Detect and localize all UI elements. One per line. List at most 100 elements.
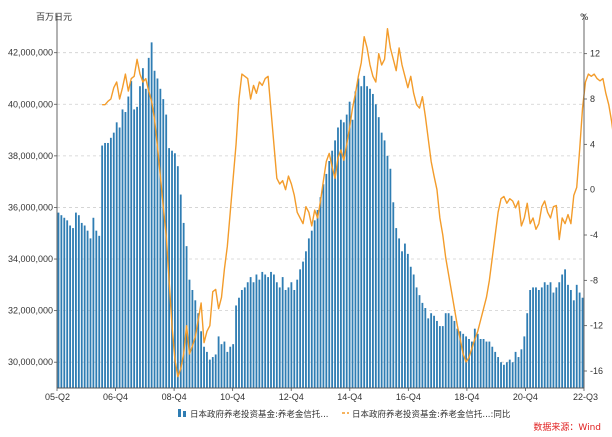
bar [438, 326, 441, 388]
bar [98, 235, 101, 388]
bar [453, 320, 456, 388]
bar [238, 297, 240, 388]
bar [523, 336, 526, 388]
bar [235, 305, 237, 388]
x-tick-label: 10-Q4 [220, 392, 245, 402]
bar [197, 313, 200, 388]
bar [144, 88, 147, 389]
bar [92, 217, 95, 388]
bar [290, 282, 293, 388]
bar [229, 346, 232, 388]
bar [75, 212, 77, 388]
bar [497, 357, 500, 388]
bar [444, 313, 447, 388]
bar [325, 173, 328, 388]
bar [136, 106, 138, 389]
bar [415, 287, 418, 388]
bar [398, 238, 401, 388]
bar [479, 338, 482, 388]
bar [549, 282, 552, 388]
bar [424, 308, 427, 388]
bar [514, 351, 517, 388]
bar [427, 318, 430, 388]
bar [380, 132, 383, 388]
bar [284, 289, 287, 388]
bar [287, 287, 290, 388]
bar [281, 277, 284, 388]
bar [246, 282, 249, 388]
y-left-tick-label: 30,000,000 [8, 357, 53, 367]
bar [357, 78, 360, 388]
bar [433, 315, 435, 388]
bar [383, 140, 386, 388]
bar [447, 313, 450, 388]
bar [517, 357, 520, 388]
bar [203, 346, 205, 388]
bar [185, 246, 188, 388]
bar [305, 251, 307, 388]
bar [369, 88, 371, 389]
x-tick-label: 16-Q4 [396, 392, 421, 402]
bar [214, 354, 217, 388]
bar [252, 282, 255, 388]
bar [316, 210, 319, 388]
y-right-tick-label: 8 [590, 94, 595, 104]
bar [156, 78, 159, 388]
bar [494, 351, 497, 388]
bar [127, 96, 130, 388]
bar [328, 161, 331, 388]
bar [500, 362, 502, 388]
bar [532, 287, 534, 388]
bar [118, 127, 121, 389]
bar [561, 274, 564, 388]
bar [404, 243, 406, 388]
bar [176, 166, 179, 388]
bar [179, 194, 182, 388]
bar [83, 225, 86, 388]
bar [270, 271, 272, 388]
bar [456, 328, 459, 388]
bar [505, 362, 508, 388]
bar [511, 362, 514, 388]
bar [141, 68, 144, 389]
bar [232, 344, 235, 388]
bar [345, 114, 348, 388]
bar [406, 253, 409, 388]
bar [485, 341, 488, 388]
bar [109, 137, 112, 388]
bar [310, 230, 313, 388]
y-left-tick-label: 32,000,000 [8, 306, 53, 316]
bar [101, 145, 104, 388]
yoy-line [102, 28, 612, 378]
bar [581, 297, 584, 388]
bar [348, 101, 351, 388]
bar [147, 57, 150, 388]
bar [168, 148, 170, 388]
y-right-tick-label: -12 [590, 321, 603, 331]
bar [275, 282, 278, 388]
bar [468, 338, 470, 388]
bar [200, 331, 203, 388]
bar [95, 230, 98, 388]
bar [223, 341, 226, 388]
bar [488, 341, 491, 388]
bar [217, 336, 220, 388]
bar [386, 155, 389, 388]
bar [319, 197, 322, 388]
bar [372, 93, 374, 389]
x-tick-label: 08-Q4 [162, 392, 187, 402]
bar [194, 300, 197, 388]
bar [395, 228, 398, 388]
y-left-tick-label: 38,000,000 [8, 151, 53, 161]
bar [112, 132, 115, 388]
bar [293, 289, 296, 388]
y-right-tick-label: -8 [590, 275, 598, 285]
bar [578, 292, 581, 388]
bar [249, 277, 252, 388]
bar [459, 331, 462, 388]
bar [473, 328, 476, 388]
x-tick-label: 20-Q4 [513, 392, 538, 402]
legend-bar-label: 日本政府养老投资基金:养老金信托... [190, 409, 328, 420]
y-left-tick-label: 42,000,000 [8, 48, 53, 58]
